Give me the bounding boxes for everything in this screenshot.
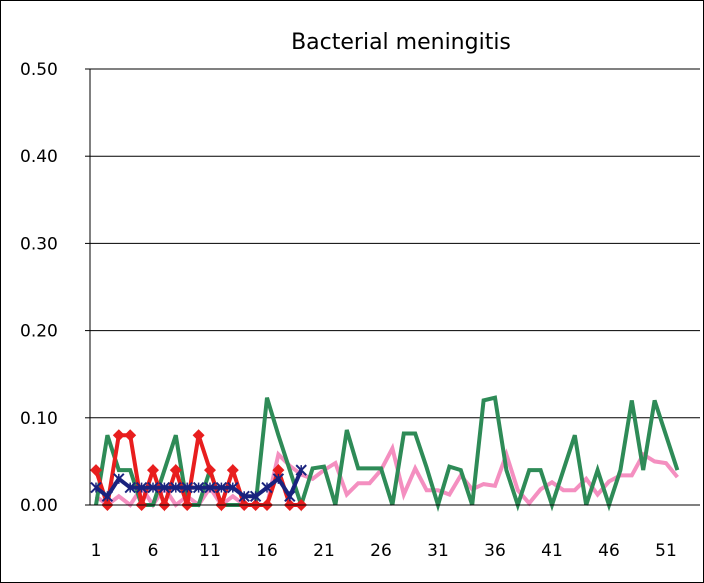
data-point — [169, 464, 182, 477]
data-point — [147, 464, 159, 477]
x-tick-label: 11 — [199, 541, 221, 561]
data-point — [90, 464, 102, 477]
chart-title: Bacterial meningitis — [291, 30, 511, 55]
series-line — [94, 442, 679, 509]
data-point — [249, 490, 262, 502]
data-point — [113, 473, 125, 485]
data-point — [147, 481, 159, 494]
x-tick-label: 51 — [655, 541, 677, 561]
x-tick-label: 26 — [370, 541, 392, 561]
data-point — [226, 464, 239, 477]
data-point — [215, 481, 228, 494]
x-tick-label: 41 — [541, 541, 563, 561]
data-point — [272, 464, 285, 477]
y-tick-label: 0.00 — [20, 496, 58, 516]
x-axis-ticks: 1 6 11 16 21 26 31 36 41 46 51 — [91, 541, 677, 561]
x-tick-label: 46 — [598, 541, 620, 561]
grid-lines — [90, 68, 700, 419]
axes — [89, 69, 700, 506]
data-point — [112, 429, 125, 442]
y-tick-label: 0.10 — [20, 409, 58, 429]
data-point — [158, 481, 171, 494]
data-point — [135, 481, 148, 494]
x-tick-label: 1 — [91, 541, 102, 561]
data-point — [170, 481, 182, 494]
x-tick-label: 21 — [313, 541, 335, 561]
data-point — [90, 481, 102, 494]
data-point — [181, 481, 193, 494]
data-point — [227, 481, 239, 494]
y-tick-label: 0.40 — [20, 147, 58, 167]
x-tick-label: 31 — [427, 541, 449, 561]
data-point — [101, 490, 114, 502]
data-point — [284, 490, 296, 502]
series-group — [90, 395, 680, 512]
x-tick-label: 16 — [256, 541, 278, 561]
data-point — [295, 464, 307, 476]
y-axis-ticks: 0.00 0.10 0.20 0.30 0.40 0.50 — [20, 60, 90, 516]
data-point — [192, 429, 205, 442]
data-point — [192, 481, 205, 494]
y-tick-label: 0.30 — [20, 234, 58, 254]
x-tick-label: 36 — [484, 541, 506, 561]
data-point — [261, 481, 273, 494]
data-point — [238, 490, 250, 502]
data-point — [204, 481, 216, 494]
y-tick-label: 0.20 — [20, 322, 58, 342]
data-point — [272, 473, 285, 485]
x-tick-label: 6 — [148, 541, 159, 561]
series-4 — [90, 464, 307, 502]
data-point — [124, 429, 137, 442]
y-tick-label: 0.50 — [20, 60, 58, 80]
data-point — [124, 481, 136, 494]
series-1 — [94, 442, 679, 509]
data-point — [204, 464, 216, 477]
